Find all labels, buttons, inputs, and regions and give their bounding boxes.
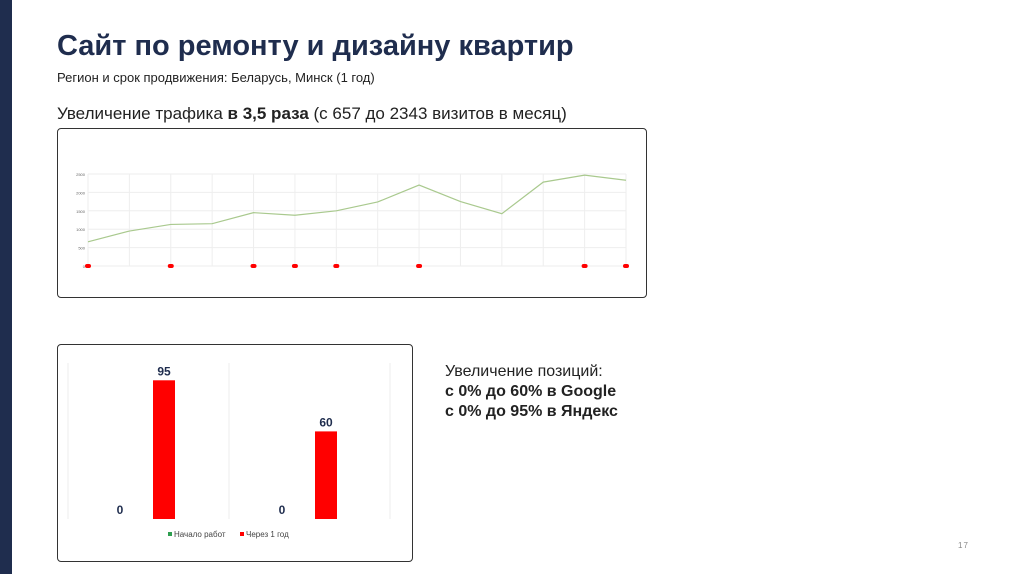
baseline-marker	[581, 264, 588, 268]
traffic-heading-suffix: (с 657 до 2343 визитов в месяц)	[308, 104, 567, 123]
baseline-marker	[167, 264, 174, 268]
traffic-heading-prefix: Увеличение трафика	[57, 104, 228, 123]
legend-swatch	[168, 532, 172, 536]
bar-data-label: 0	[117, 503, 124, 517]
legend-label: Начало работ	[174, 530, 226, 539]
bar-data-label: 95	[157, 364, 171, 378]
baseline-marker	[250, 264, 257, 268]
page-title: Сайт по ремонту и дизайну квартир	[57, 30, 574, 62]
baseline-marker	[333, 264, 340, 268]
traffic-heading: Увеличение трафика в 3,5 раза (с 657 до …	[57, 104, 567, 124]
y-tick-label: 0	[83, 264, 86, 269]
legend-swatch	[240, 532, 244, 536]
traffic-series-line	[87, 174, 627, 243]
traffic-heading-bold: в 3,5 раза	[227, 104, 309, 123]
baseline-marker	[623, 264, 629, 268]
y-tick-label: 1500	[76, 209, 86, 214]
y-tick-label: 1000	[76, 227, 86, 232]
positions-text: Увеличение позиций: с 0% до 60% в Google…	[445, 362, 618, 422]
baseline-marker	[85, 264, 91, 268]
y-tick-label: 2000	[76, 190, 86, 195]
y-tick-label: 2500	[76, 172, 86, 177]
y-tick-label: 500	[78, 246, 85, 251]
positions-line-yandex: с 0% до 95% в Яндекс	[445, 403, 618, 420]
left-accent-bar	[0, 0, 12, 574]
bar-data-label: 0	[279, 503, 286, 517]
bar-data-label: 60	[319, 415, 333, 429]
page-number: 17	[958, 541, 969, 550]
positions-line-google: с 0% до 60% в Google	[445, 383, 617, 400]
positions-bar-chart: 0 95 0 60 Начало работ Через 1 год	[57, 344, 413, 562]
positions-bar-svg: 0 95 0 60 Начало работ Через 1 год	[67, 363, 391, 539]
traffic-line-svg: 0 500 1000 1500 2000 2500	[76, 172, 629, 269]
positions-line-1: Увеличение позиций:	[445, 363, 603, 380]
bar-after-year	[315, 431, 337, 519]
bar-after-year	[153, 380, 175, 519]
baseline-marker	[416, 264, 423, 268]
baseline-marker	[291, 264, 298, 268]
page-subtitle: Регион и срок продвижения: Беларусь, Мин…	[57, 70, 375, 85]
traffic-line-chart: 0 500 1000 1500 2000 2500	[57, 128, 647, 298]
legend-label: Через 1 год	[246, 530, 289, 539]
